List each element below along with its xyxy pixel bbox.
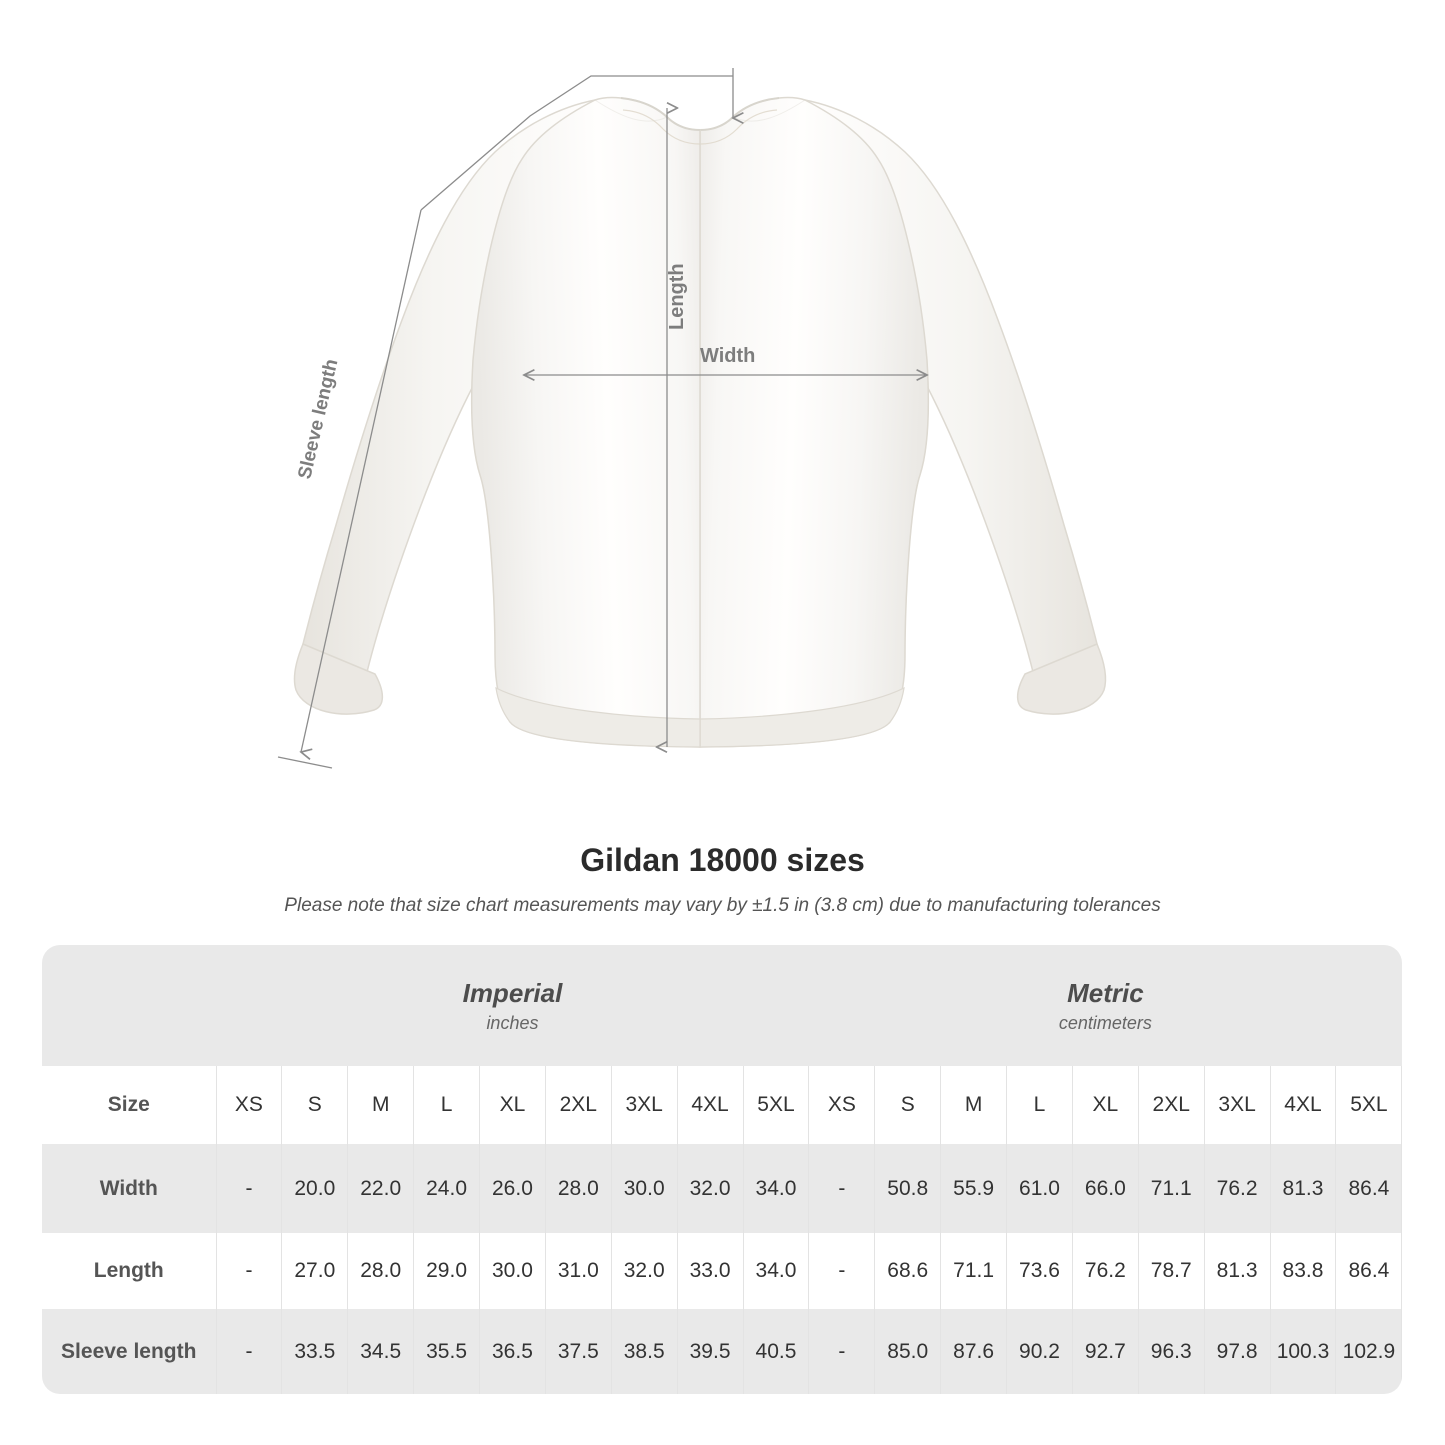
svg-text:Width: Width <box>700 345 755 367</box>
svg-text:Sleeve length: Sleeve length <box>294 357 342 481</box>
svg-text:Length: Length <box>666 263 688 330</box>
